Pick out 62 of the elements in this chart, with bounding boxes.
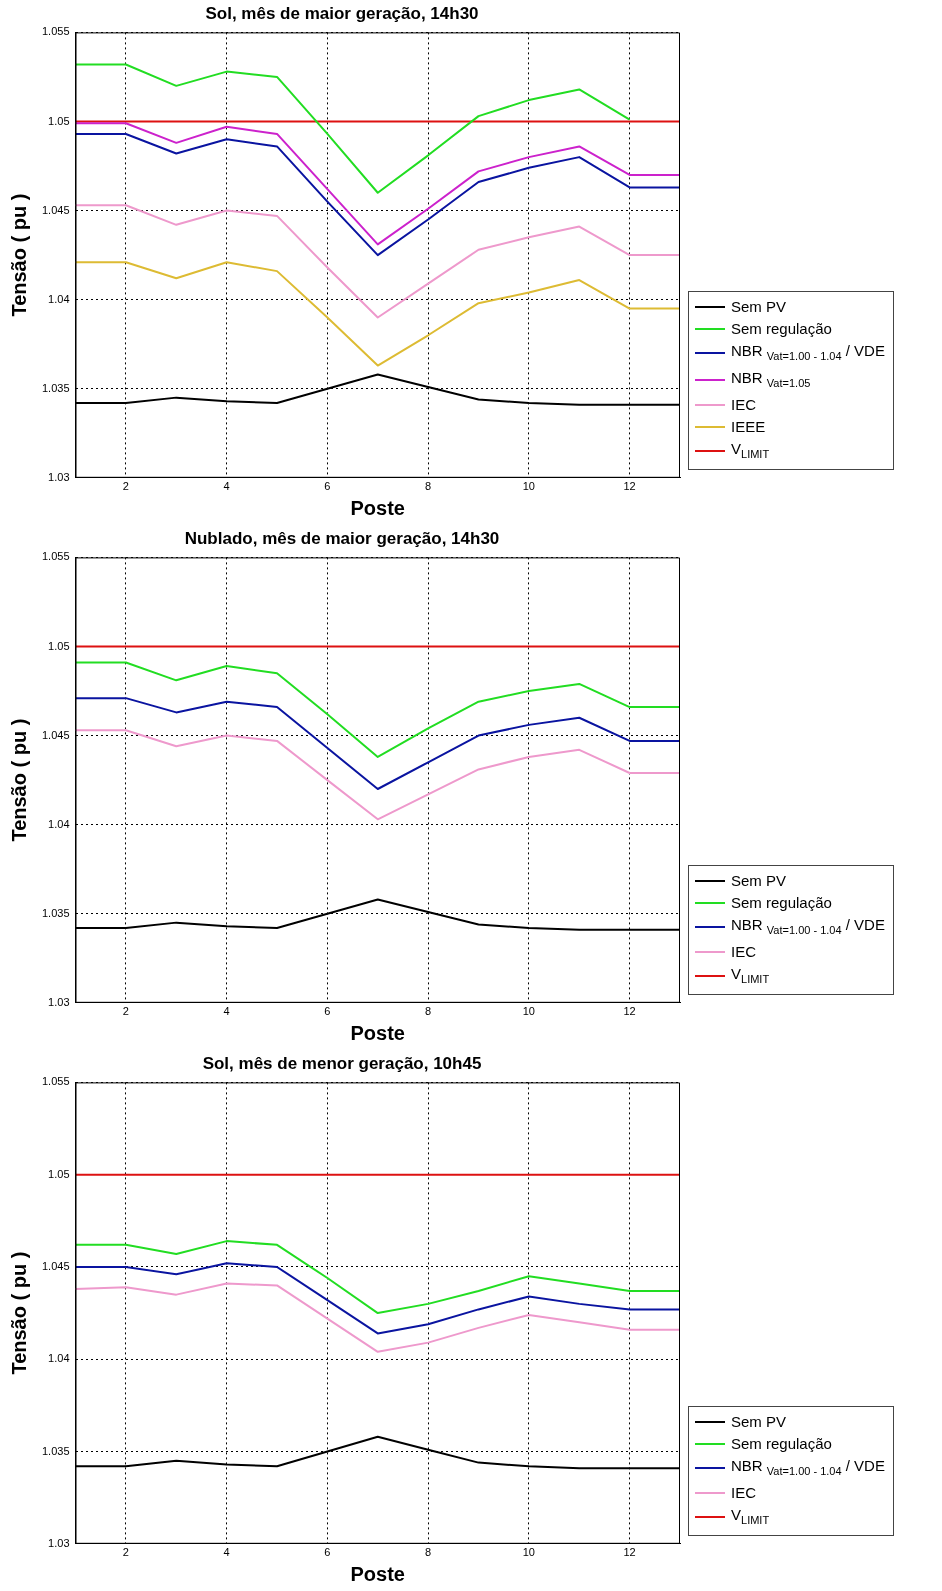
y-tick-label: 1.05 [48, 1167, 70, 1180]
x-tick-label: 8 [425, 1005, 432, 1018]
y-tick-label: 1.035 [42, 381, 70, 394]
chart-title: Sol, mês de menor geração, 10h45 [202, 1053, 482, 1073]
y-tick-label: 1.045 [42, 203, 70, 216]
y-tick-label: 1.035 [42, 1444, 70, 1457]
x-tick-label: 12 [623, 1005, 636, 1018]
y-axis-title: Tensão ( pu ) [7, 718, 30, 842]
x-tick-label: 12 [623, 1546, 636, 1559]
legend-label: IEC [731, 1482, 757, 1503]
y-axis-title: Tensão ( pu ) [7, 193, 30, 317]
x-axis-title: Poste [350, 1021, 405, 1044]
legend-label: Sem PV [731, 870, 787, 891]
x-tick-label: 8 [425, 1546, 432, 1559]
chart-title: Nublado, mês de maior geração, 14h30 [184, 528, 500, 548]
y-tick-label: 1.055 [42, 1075, 70, 1088]
y-tick-label: 1.05 [48, 114, 70, 127]
legend-label: Sem PV [731, 1411, 787, 1432]
legend-label: Sem regulação [731, 318, 832, 339]
x-tick-label: 6 [324, 480, 331, 493]
y-tick-label: 1.035 [42, 906, 70, 919]
x-tick-label: 2 [122, 1005, 129, 1018]
y-axis-title: Tensão ( pu ) [7, 1251, 30, 1375]
x-tick-label: 12 [623, 480, 636, 493]
x-tick-label: 4 [223, 480, 230, 493]
legend-label: NBR $_{Vat=1.00 - 1.04}$ / VDE [731, 914, 885, 938]
y-tick-label: 1.04 [48, 1352, 70, 1365]
legend-label: NBR $_{Vat=1.05}$ [731, 367, 811, 391]
legend-label: IEEE [731, 416, 766, 437]
x-tick-label: 6 [324, 1546, 331, 1559]
x-axis-title: Poste [350, 1562, 405, 1585]
y-tick-label: 1.03 [48, 1536, 70, 1549]
y-tick-label: 1.03 [48, 995, 70, 1008]
x-tick-label: 8 [425, 480, 432, 493]
legend-label: NBR $_{Vat=1.00 - 1.04}$ / VDE [731, 340, 885, 364]
x-tick-label: 2 [122, 480, 129, 493]
x-tick-label: 4 [223, 1005, 230, 1018]
x-tick-label: 4 [223, 1546, 230, 1559]
legend-label: IEC [731, 394, 757, 415]
x-tick-label: 2 [122, 1546, 129, 1559]
y-tick-label: 1.03 [48, 470, 70, 483]
y-tick-label: 1.04 [48, 292, 70, 305]
y-tick-label: 1.055 [42, 25, 70, 38]
x-tick-label: 6 [324, 1005, 331, 1018]
x-axis-title: Poste [350, 496, 405, 519]
x-tick-label: 10 [522, 1546, 536, 1559]
x-tick-label: 10 [522, 480, 536, 493]
y-tick-label: 1.045 [42, 728, 70, 741]
y-tick-label: 1.05 [48, 639, 70, 652]
legend-label: Sem PV [731, 296, 787, 317]
y-tick-label: 1.055 [42, 550, 70, 563]
legend-label: IEC [731, 941, 757, 962]
legend-label: V$_{LIMIT}$ [731, 1504, 770, 1528]
legend-label: V$_{LIMIT}$ [731, 438, 770, 462]
y-tick-label: 1.04 [48, 817, 70, 830]
chart-title: Sol, mês de maior geração, 14h30 [205, 3, 479, 23]
legend-label: V$_{LIMIT}$ [731, 963, 770, 987]
y-tick-label: 1.045 [42, 1259, 70, 1272]
legend-label: Sem regulação [731, 1433, 832, 1454]
legend-label: Sem regulação [731, 892, 832, 913]
x-tick-label: 10 [522, 1005, 536, 1018]
legend-label: NBR $_{Vat=1.00 - 1.04}$ / VDE [731, 1455, 885, 1479]
